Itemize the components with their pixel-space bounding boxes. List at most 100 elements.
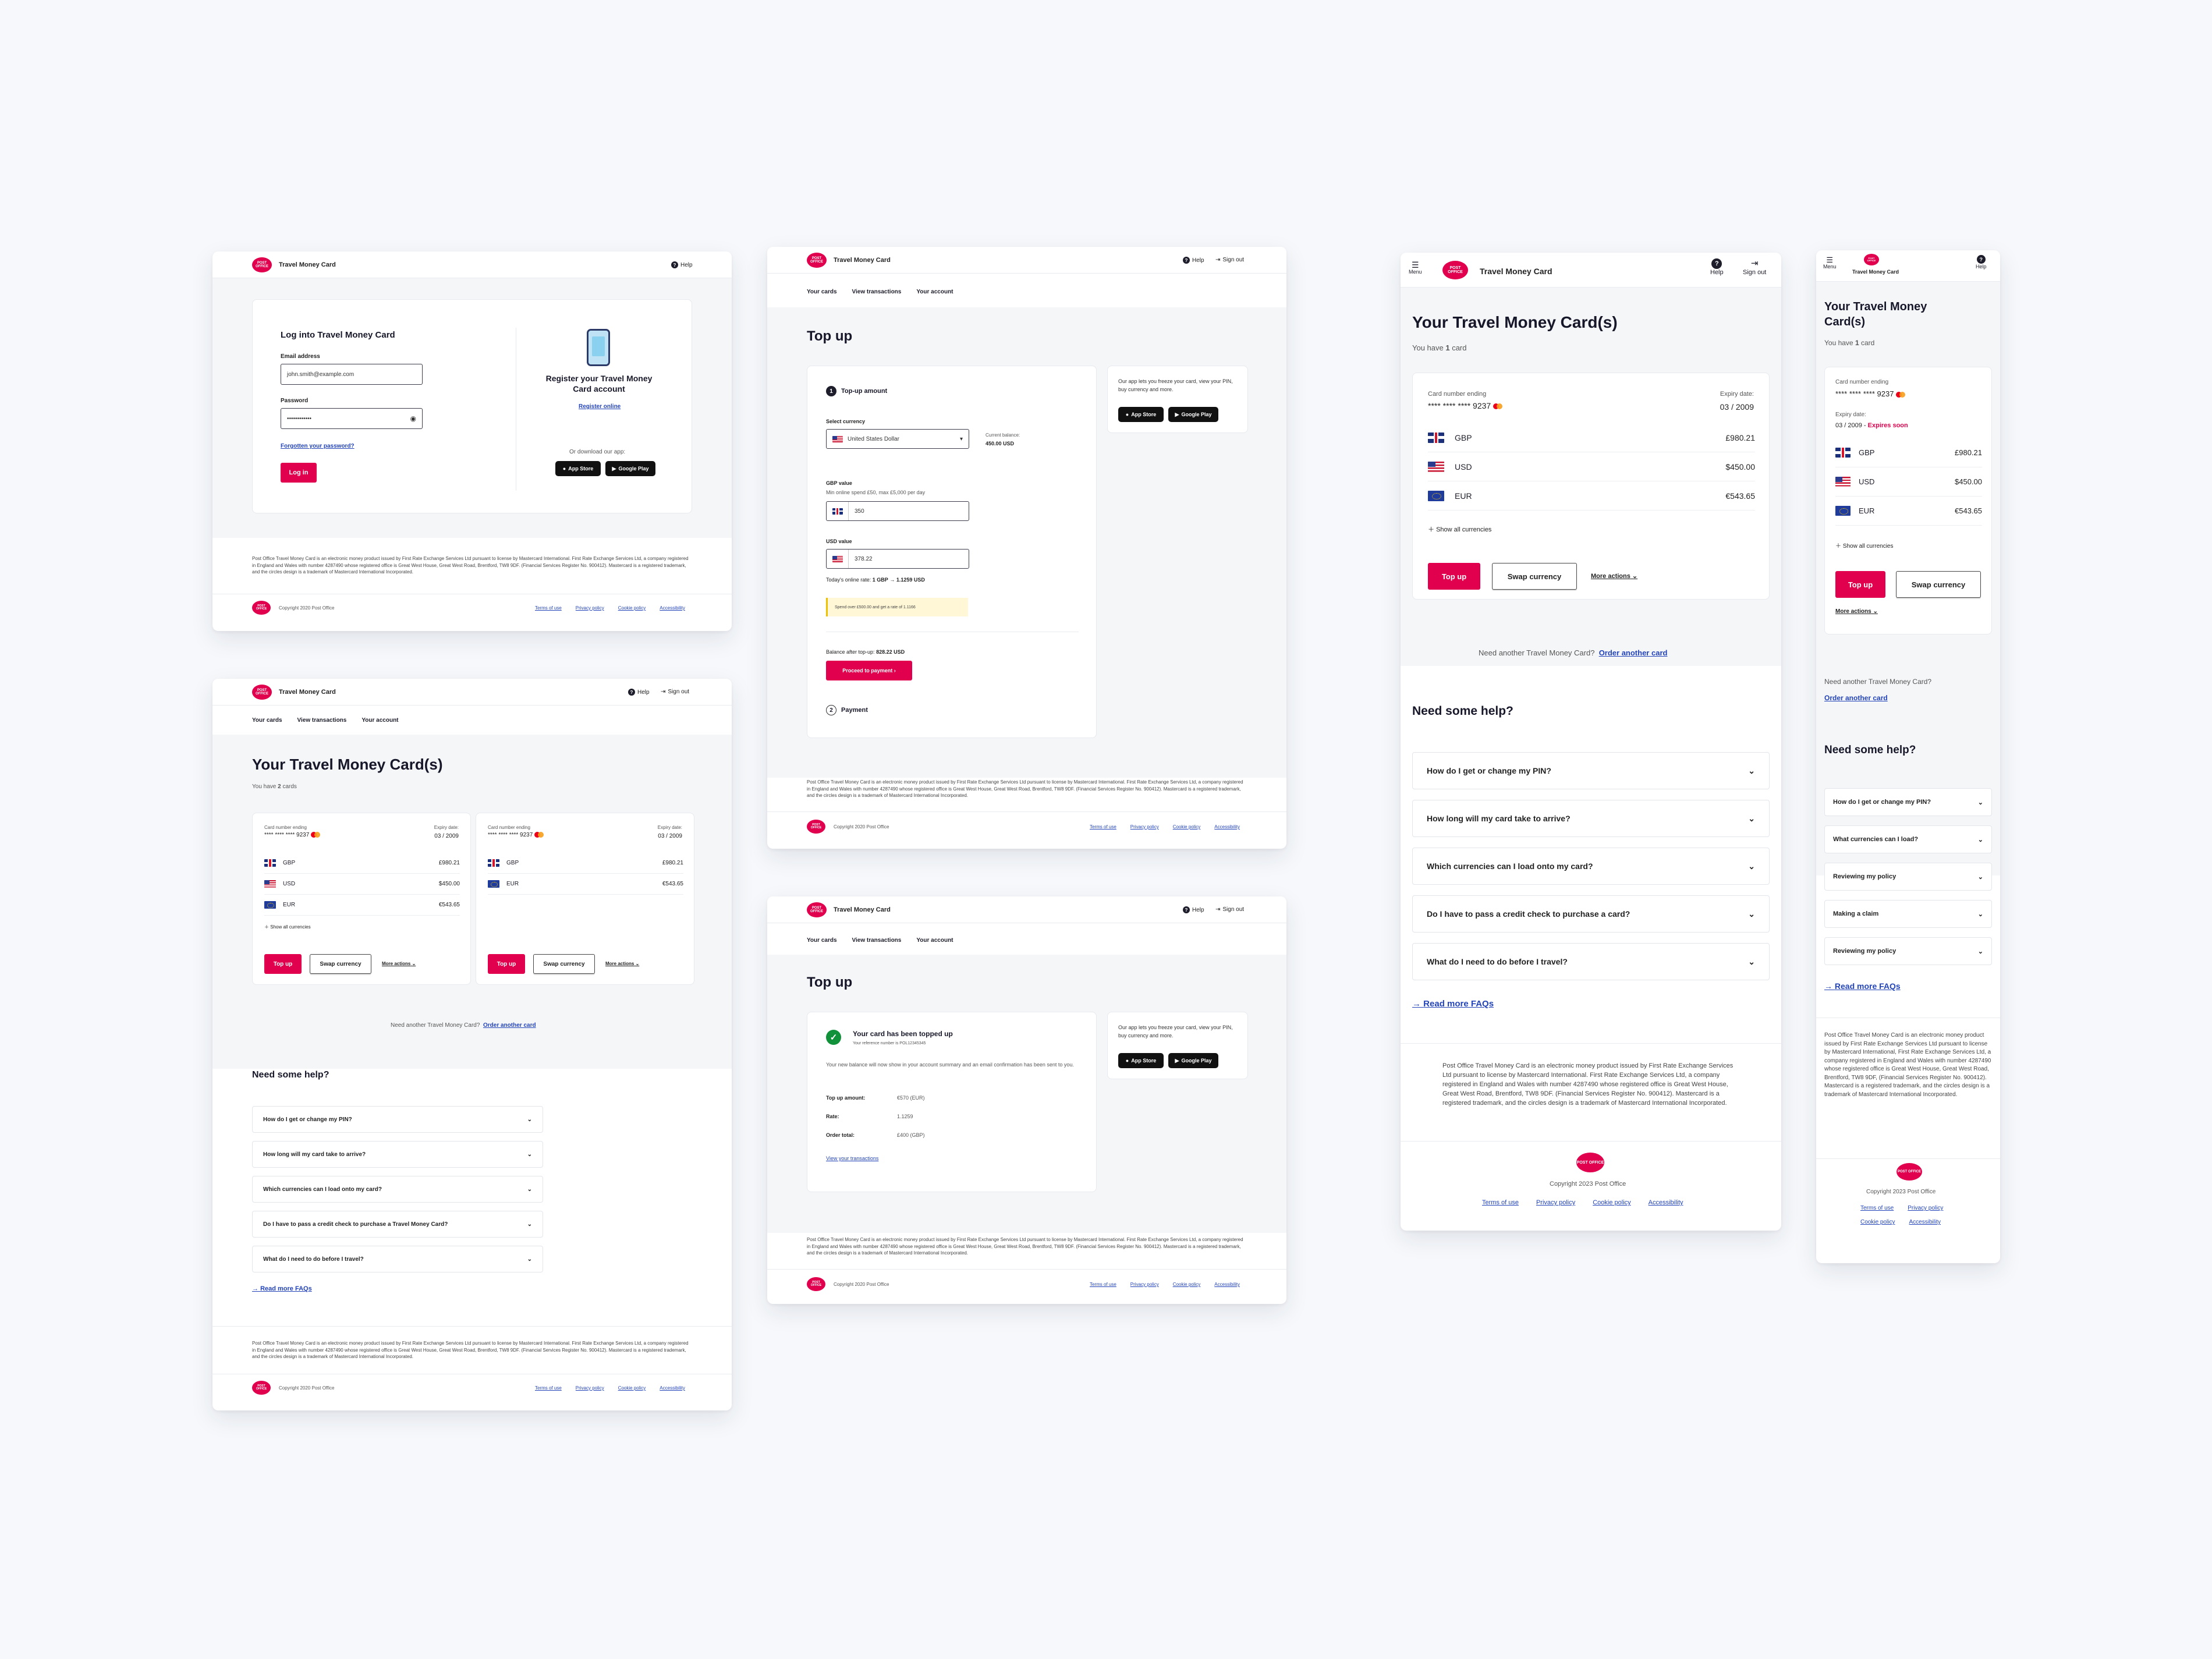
nav-your-account[interactable]: Your account xyxy=(916,937,953,944)
login-button[interactable]: Log in xyxy=(281,463,317,483)
privacy-link[interactable]: Privacy policy xyxy=(1536,1199,1576,1206)
more-actions[interactable]: More actions ⌄ xyxy=(605,961,640,966)
faq-item[interactable]: Which currencies can I load onto my card… xyxy=(252,1176,543,1203)
faq-item[interactable]: What currencies can I load? ⌄ xyxy=(1824,825,1992,853)
faq-item[interactable]: Making a claim ⌄ xyxy=(1824,900,1992,928)
faq-item[interactable]: Do I have to pass a credit check to purc… xyxy=(252,1211,543,1238)
nav-your-cards[interactable]: Your cards xyxy=(807,289,837,295)
top-up-button[interactable]: Top up xyxy=(1428,563,1480,590)
privacy-link[interactable]: Privacy policy xyxy=(1130,824,1159,830)
top-up-button[interactable]: Top up xyxy=(264,954,302,974)
help-link[interactable]: ? Help xyxy=(628,689,650,696)
google-play-badge[interactable]: ▶ Google Play xyxy=(1168,1053,1218,1068)
faq-item[interactable]: What do I need to do before I travel? ⌄ xyxy=(1412,943,1770,980)
cookie-link[interactable]: Cookie policy xyxy=(1593,1199,1631,1206)
cookie-link[interactable]: Cookie policy xyxy=(1860,1219,1895,1225)
sign-out-link[interactable]: ⇥ Sign out xyxy=(1743,258,1767,276)
help-link[interactable]: ? Help xyxy=(1183,906,1204,913)
footer-logo[interactable]: POST OFFICE xyxy=(807,1277,825,1291)
footer-logo[interactable]: POST OFFICE xyxy=(1576,1153,1604,1172)
sign-out-link[interactable]: ⇥ Sign out xyxy=(661,689,690,695)
faq-item[interactable]: What do I need to do before I travel? ⌄ xyxy=(252,1246,543,1272)
order-another-link[interactable]: Order another card xyxy=(483,1022,536,1029)
footer-logo[interactable]: POST OFFICE xyxy=(807,820,825,834)
accessibility-link[interactable]: Accessibility xyxy=(1214,824,1240,830)
top-up-button[interactable]: Top up xyxy=(1835,571,1885,598)
post-office-logo[interactable]: POST OFFICE xyxy=(1442,261,1468,279)
footer-logo[interactable]: POST OFFICE xyxy=(252,601,271,615)
faq-item[interactable]: Do I have to pass a credit check to purc… xyxy=(1412,895,1770,933)
help-link[interactable]: ? Help xyxy=(1183,257,1204,264)
nav-view-transactions[interactable]: View transactions xyxy=(297,717,347,724)
swap-currency-button[interactable]: Swap currency xyxy=(310,954,371,974)
currency-select[interactable]: United States Dollar ▾ xyxy=(826,429,969,449)
privacy-link[interactable]: Privacy policy xyxy=(575,1385,604,1391)
show-all-currencies[interactable]: ＋ Show all currencies xyxy=(1428,526,1492,533)
top-up-button[interactable]: Top up xyxy=(488,954,525,974)
cookie-link[interactable]: Cookie policy xyxy=(1172,1282,1201,1287)
usd-input[interactable]: 378.22 xyxy=(826,549,969,569)
help-link[interactable]: ? Help xyxy=(1710,258,1724,276)
swap-currency-button[interactable]: Swap currency xyxy=(533,954,595,974)
menu-button[interactable]: ☰ Menu xyxy=(1823,256,1837,270)
privacy-link[interactable]: Privacy policy xyxy=(1130,1282,1159,1287)
app-store-badge[interactable]: ● App Store xyxy=(555,461,601,476)
post-office-logo[interactable]: POST OFFICE xyxy=(252,685,272,700)
faq-item[interactable]: Reviewing my policy ⌄ xyxy=(1824,863,1992,891)
menu-button[interactable]: ☰ Menu xyxy=(1409,260,1422,275)
terms-link[interactable]: Terms of use xyxy=(535,605,562,611)
sign-out-link[interactable]: ⇥ Sign out xyxy=(1215,906,1245,913)
show-all-currencies[interactable]: ＋ Show all currencies xyxy=(1835,543,1894,550)
accessibility-link[interactable]: Accessibility xyxy=(1648,1199,1683,1206)
nav-view-transactions[interactable]: View transactions xyxy=(852,289,902,295)
nav-your-cards[interactable]: Your cards xyxy=(252,717,282,724)
sign-out-link[interactable]: ⇥ Sign out xyxy=(1215,257,1245,263)
order-another-link[interactable]: Order another card xyxy=(1824,694,1888,702)
faq-item[interactable]: Which currencies can I load onto my card… xyxy=(1412,848,1770,885)
read-more-faqs[interactable]: → Read more FAQs xyxy=(252,1285,312,1292)
post-office-logo[interactable]: POST OFFICE xyxy=(252,257,272,272)
nav-view-transactions[interactable]: View transactions xyxy=(852,937,902,944)
password-field[interactable]: •••••••••••• ◉ xyxy=(281,408,423,429)
forgot-password-link[interactable]: Forgotten your password? xyxy=(281,443,355,449)
proceed-to-payment-button[interactable]: Proceed to payment › xyxy=(826,661,912,680)
faq-item[interactable]: How long will my card take to arrive? ⌄ xyxy=(1412,800,1770,837)
privacy-link[interactable]: Privacy policy xyxy=(575,605,604,611)
view-transactions-link[interactable]: View your transactions xyxy=(826,1155,879,1161)
more-actions[interactable]: More actions ⌄ xyxy=(1591,573,1638,580)
swap-currency-button[interactable]: Swap currency xyxy=(1896,571,1981,598)
nav-your-cards[interactable]: Your cards xyxy=(807,937,837,944)
nav-your-account[interactable]: Your account xyxy=(361,717,399,724)
eye-icon[interactable]: ◉ xyxy=(410,414,416,423)
cookie-link[interactable]: Cookie policy xyxy=(1172,824,1201,830)
accessibility-link[interactable]: Accessibility xyxy=(1909,1219,1941,1225)
post-office-logo[interactable]: POST OFFICE xyxy=(1864,254,1879,265)
app-store-badge[interactable]: ● App Store xyxy=(1118,1053,1164,1068)
help-link[interactable]: ? Help xyxy=(671,261,693,268)
cookie-link[interactable]: Cookie policy xyxy=(618,1385,646,1391)
footer-logo[interactable]: POST OFFICE xyxy=(252,1381,271,1395)
privacy-link[interactable]: Privacy policy xyxy=(1908,1205,1944,1211)
help-link[interactable]: ? Help xyxy=(1976,255,1987,270)
terms-link[interactable]: Terms of use xyxy=(1090,824,1116,830)
faq-item[interactable]: Reviewing my policy ⌄ xyxy=(1824,937,1992,965)
more-actions[interactable]: More actions ⌄ xyxy=(382,961,416,966)
terms-link[interactable]: Terms of use xyxy=(1860,1205,1894,1211)
post-office-logo[interactable]: POST OFFICE xyxy=(807,902,827,917)
swap-currency-button[interactable]: Swap currency xyxy=(1492,563,1577,590)
google-play-badge[interactable]: ▶ Google Play xyxy=(605,461,655,476)
google-play-badge[interactable]: ▶ Google Play xyxy=(1168,407,1218,422)
faq-item[interactable]: How do I get or change my PIN? ⌄ xyxy=(252,1106,543,1133)
faq-item[interactable]: How do I get or change my PIN? ⌄ xyxy=(1412,752,1770,789)
footer-logo[interactable]: POST OFFICE xyxy=(1896,1163,1922,1181)
register-link[interactable]: Register online xyxy=(579,403,621,410)
email-field[interactable]: john.smith@example.com xyxy=(281,364,423,385)
terms-link[interactable]: Terms of use xyxy=(535,1385,562,1391)
accessibility-link[interactable]: Accessibility xyxy=(660,605,685,611)
cookie-link[interactable]: Cookie policy xyxy=(618,605,646,611)
read-more-faqs[interactable]: → Read more FAQs xyxy=(1824,981,1901,991)
terms-link[interactable]: Terms of use xyxy=(1090,1282,1116,1287)
accessibility-link[interactable]: Accessibility xyxy=(660,1385,685,1391)
faq-item[interactable]: How long will my card take to arrive? ⌄ xyxy=(252,1141,543,1168)
show-all-currencies[interactable]: ＋ Show all currencies xyxy=(264,924,311,930)
